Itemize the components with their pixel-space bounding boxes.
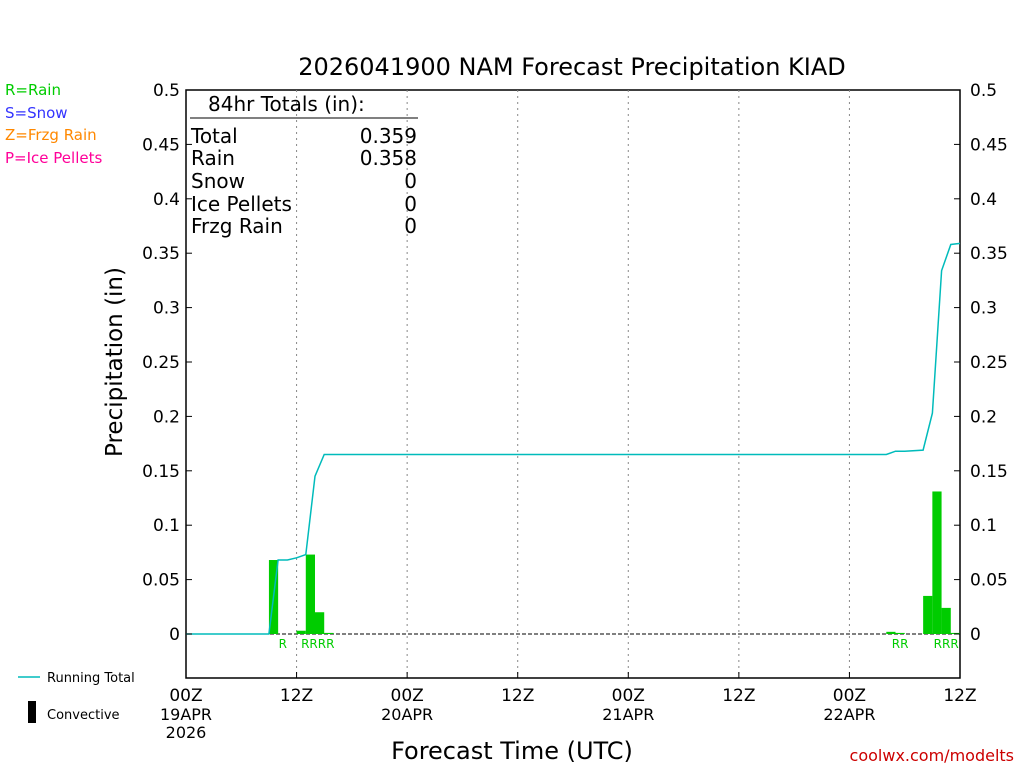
- type-key-frzg-rain: Z=Frzg Rain: [5, 126, 97, 144]
- precip-bar: [941, 607, 951, 634]
- precip-bar: [895, 632, 905, 634]
- precip-bar: [886, 631, 896, 634]
- y-tick-label-left: 0.25: [142, 353, 180, 373]
- type-key: R=Rain S=Snow Z=Frzg Rain P=Ice Pellets: [5, 81, 102, 167]
- y-tick-label-right: 0: [970, 625, 981, 645]
- y-axis-label: Precipitation (in): [102, 267, 128, 457]
- x-tick-label: 00Z: [612, 686, 645, 706]
- precip-type-labels: R RRRR RR RRR: [279, 637, 959, 651]
- x-axis-label: Forecast Time (UTC): [391, 737, 633, 765]
- x-tick-label: 00Z: [833, 686, 866, 706]
- y-tick-label-right: 0.3: [970, 299, 997, 319]
- x-tick-label: 00Z: [391, 686, 424, 706]
- y-tick-label-right: 0.1: [970, 516, 997, 536]
- running-total-line: [186, 242, 961, 635]
- type-key-rain: R=Rain: [5, 81, 61, 99]
- precip-bar: [950, 632, 960, 634]
- legend-convective-label: Convective: [47, 708, 120, 723]
- y-tick-label-right: 0.35: [970, 244, 1008, 264]
- precip-bar: [305, 554, 315, 634]
- y-tick-label-right: 0.45: [970, 135, 1008, 155]
- bar-series: [268, 491, 960, 634]
- grid-lines: [296, 90, 850, 678]
- totals-label-frzg-rain: Frzg Rain: [191, 214, 283, 238]
- x-tick-label: 00Z: [169, 686, 202, 706]
- totals-value-rain: 0.358: [360, 146, 417, 170]
- totals-label-ice-pellets: Ice Pellets: [191, 192, 292, 216]
- precip-type-label: RRR: [934, 637, 959, 651]
- precip-type-label: R: [279, 637, 287, 651]
- totals-label-total: Total: [190, 124, 238, 148]
- totals-label-rain: Rain: [191, 146, 235, 170]
- precip-bar: [324, 632, 334, 634]
- y-tick-label-right: 0.4: [970, 190, 997, 210]
- y-tick-label-left: 0: [169, 625, 180, 645]
- y-tick-label-right: 0.25: [970, 353, 1008, 373]
- y-tick-label-left: 0.1: [153, 516, 180, 536]
- x-tick-date-label: 20APR: [381, 705, 433, 724]
- precip-bar: [932, 491, 942, 634]
- y-tick-label-left: 0.3: [153, 299, 180, 319]
- x-tick-date-label: 19APR: [160, 705, 212, 724]
- y-tick-label-right: 0.2: [970, 407, 997, 427]
- type-key-ice-pellets: P=Ice Pellets: [5, 149, 102, 167]
- y-tick-label-left: 0.45: [142, 135, 180, 155]
- y-tick-label-left: 0.05: [142, 571, 180, 591]
- x-tick-label: 12Z: [722, 686, 755, 706]
- totals-value-frzg-rain: 0: [404, 214, 417, 238]
- x-tick-label: 12Z: [501, 686, 534, 706]
- y-tick-label-right: 0.15: [970, 462, 1008, 482]
- y-tick-label-left: 0.35: [142, 244, 180, 264]
- legend: Running Total Convective: [18, 671, 135, 723]
- chart-title: 2026041900 NAM Forecast Precipitation KI…: [298, 53, 846, 81]
- precip-bar: [296, 630, 306, 634]
- y-tick-label-left: 0.15: [142, 462, 180, 482]
- x-tick-date-label: 21APR: [602, 705, 654, 724]
- totals-value-total: 0.359: [360, 124, 417, 148]
- legend-running-total-label: Running Total: [47, 671, 135, 686]
- y-tick-label-right: 0.05: [970, 571, 1008, 591]
- plot-frame: [185, 89, 961, 679]
- credit-text: coolwx.com/modelts: [850, 746, 1014, 765]
- x-tick-date-label: 22APR: [823, 705, 875, 724]
- y-tick-label-left: 0.5: [153, 81, 180, 101]
- totals-value-snow: 0: [404, 169, 417, 193]
- totals-value-ice-pellets: 0: [404, 192, 417, 216]
- legend-convective-swatch: [28, 701, 36, 723]
- x-tick-label: 12Z: [280, 686, 313, 706]
- x-tick-label: 12Z: [943, 686, 976, 706]
- y-tick-label-left: 0.4: [153, 190, 180, 210]
- type-key-snow: S=Snow: [5, 104, 68, 122]
- precip-type-label: RRRR: [301, 637, 334, 651]
- x-tick-year-label: 2026: [166, 723, 207, 742]
- y-axis-ticks: 0 00.05 0.050.1 0.10.15 0.150.2 0.20.25 0.250.…: [142, 81, 1008, 645]
- totals-box: 84hr Totals (in): Total 0.359 Rain 0.358…: [190, 92, 418, 238]
- precip-bar: [315, 612, 325, 634]
- totals-label-snow: Snow: [191, 169, 245, 193]
- y-tick-label-left: 0.2: [153, 407, 180, 427]
- y-tick-label-right: 0.5: [970, 81, 997, 101]
- precip-bar: [923, 595, 933, 634]
- running-total-series: [186, 242, 961, 635]
- precip-type-label: RR: [892, 637, 909, 651]
- totals-header: 84hr Totals (in):: [208, 92, 365, 116]
